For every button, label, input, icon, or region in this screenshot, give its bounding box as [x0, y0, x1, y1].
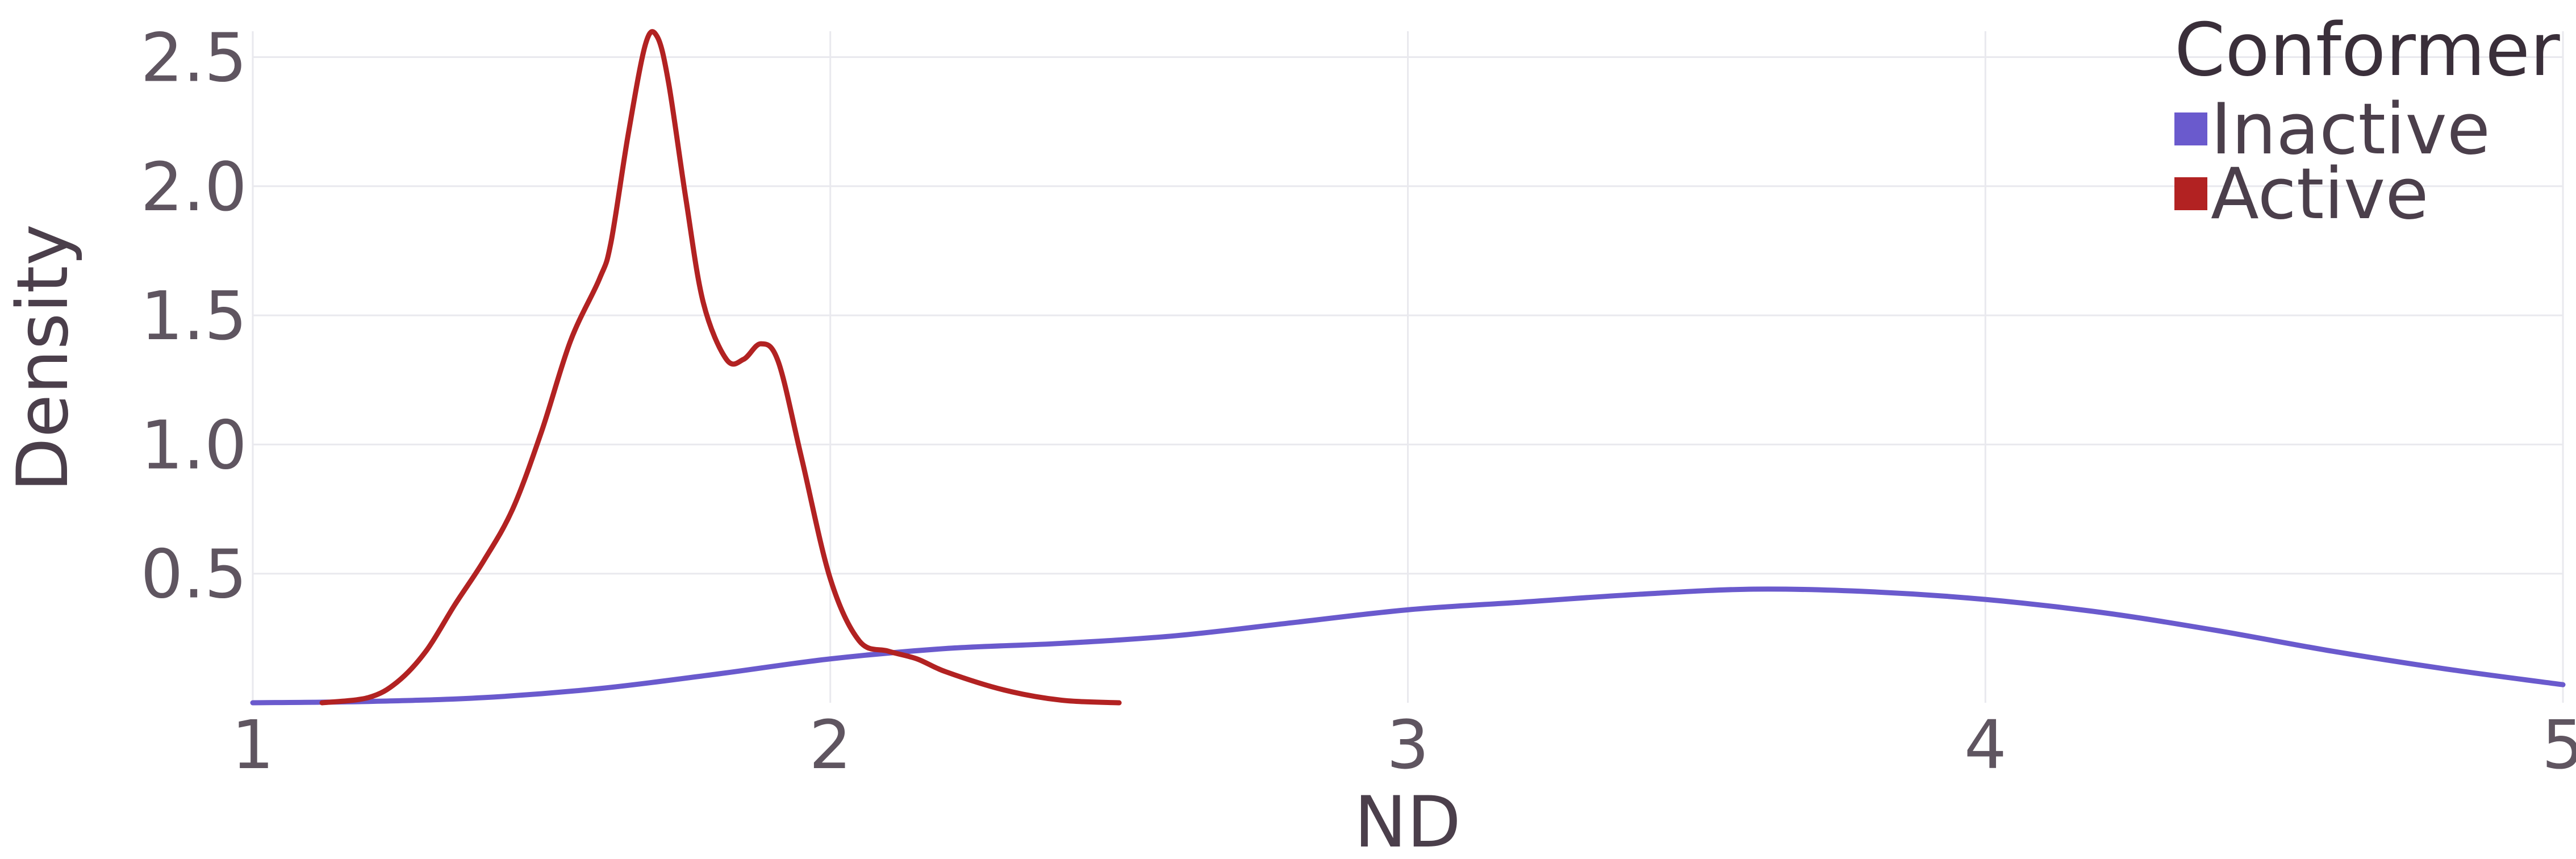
x-tick-label: 1: [231, 706, 274, 784]
y-tick-label: 2.0: [140, 148, 247, 226]
y-tick-label: 2.5: [140, 18, 247, 97]
x-tick-label: 5: [2541, 706, 2576, 784]
y-axis-title: Density: [2, 224, 84, 491]
y-tick-label: 1.0: [140, 406, 247, 484]
legend-title: Conformer: [2174, 8, 2560, 93]
x-axis-title: ND: [1354, 782, 1461, 859]
y-tick-label: 0.5: [140, 535, 247, 614]
legend-label-active: Active: [2211, 153, 2429, 235]
y-tick-label: 1.5: [140, 277, 247, 355]
legend-swatch-inactive: [2174, 112, 2207, 145]
plot-area: [250, 29, 2566, 706]
y-axis: 0.5 1.0 1.5 2.0 2.5: [140, 18, 247, 613]
legend-swatch-active: [2174, 177, 2207, 210]
x-tick-label: 4: [1964, 706, 2007, 784]
x-tick-label: 3: [1387, 706, 1429, 784]
legend-label-inactive: Inactive: [2211, 89, 2490, 170]
x-tick-label: 2: [809, 706, 851, 784]
x-axis: 1 2 3 4 5: [231, 706, 2576, 784]
series-line-inactive: [250, 586, 2566, 706]
series-line-active: [319, 29, 1122, 706]
